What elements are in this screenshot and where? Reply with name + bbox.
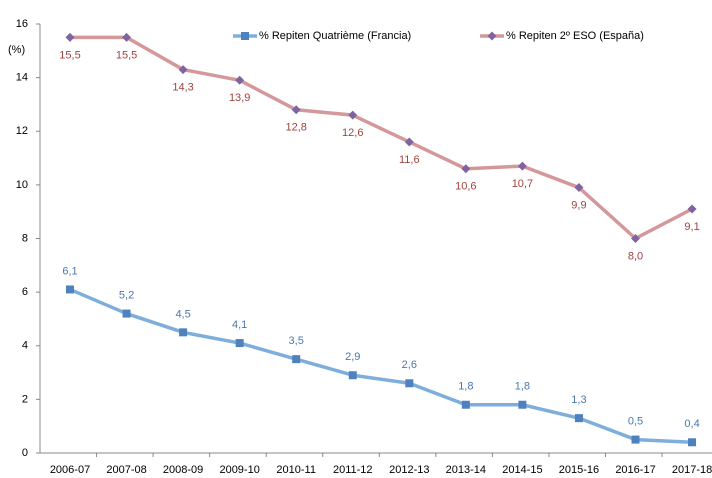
data-label: 12,8	[285, 122, 306, 134]
marker	[405, 379, 414, 388]
y-tick-label: 8	[22, 232, 28, 244]
marker	[688, 438, 697, 447]
series-line	[70, 35, 693, 241]
data-label: 9,1	[684, 221, 699, 233]
marker	[404, 137, 414, 147]
marker	[348, 110, 358, 120]
legend-label: % Repiten 2º ESO (España)	[506, 30, 644, 42]
marker	[574, 183, 584, 193]
x-tick-label: 2014-15	[502, 464, 542, 476]
y-tick-label: 16	[16, 18, 28, 30]
data-label: 4,1	[232, 319, 247, 331]
data-label: 2,9	[345, 351, 360, 363]
x-tick-label: 2015-16	[559, 464, 599, 476]
data-label: 12,6	[342, 127, 363, 139]
y-tick-label: 6	[22, 286, 28, 298]
y-tick-label: 0	[22, 447, 28, 459]
marker	[631, 234, 640, 243]
data-label: 6,1	[62, 265, 77, 277]
data-label: 4,5	[175, 308, 190, 320]
marker	[687, 204, 697, 214]
y-tick-label: 14	[16, 72, 28, 84]
data-label: 15,5	[116, 49, 137, 61]
data-label: 1,8	[515, 381, 530, 393]
data-label: 8,0	[628, 250, 643, 262]
marker	[518, 400, 527, 409]
y-axis-label: (%)	[8, 44, 25, 56]
data-label: 9,9	[571, 199, 586, 211]
marker	[631, 435, 640, 444]
marker	[178, 65, 188, 75]
data-label: 5,2	[119, 289, 134, 301]
marker	[66, 285, 74, 294]
x-tick-label: 2010-11	[276, 464, 316, 476]
x-tick-label: 2017-18	[672, 464, 712, 476]
marker	[487, 31, 497, 41]
marker	[65, 32, 75, 42]
x-tick-label: 2016-17	[615, 464, 655, 476]
x-tick-label: 2009-10	[219, 464, 259, 476]
data-label: 1,3	[571, 394, 586, 406]
marker	[291, 105, 301, 115]
x-tick-label: 2012-13	[389, 464, 429, 476]
x-tick-label: 2013-14	[446, 464, 486, 476]
y-tick-label: 12	[16, 125, 28, 137]
data-label: 3,5	[289, 335, 304, 347]
marker	[122, 32, 132, 42]
data-label: 11,6	[399, 154, 420, 166]
marker	[122, 309, 131, 318]
data-label: 0,5	[628, 416, 643, 428]
marker	[235, 75, 245, 85]
y-tick-label: 2	[22, 393, 28, 405]
data-label: 0,4	[684, 418, 699, 430]
marker	[241, 32, 249, 40]
marker	[179, 328, 188, 337]
marker	[348, 371, 357, 380]
marker	[235, 339, 244, 348]
marker	[461, 164, 471, 174]
marker	[292, 355, 301, 364]
data-label: 13,9	[229, 92, 250, 104]
legend-label: % Repiten Quatrième (Francia)	[259, 30, 411, 42]
data-label: 15,5	[59, 49, 80, 61]
x-tick-label: 2011-12	[333, 464, 373, 476]
marker	[574, 414, 583, 423]
data-label: 14,3	[172, 81, 193, 93]
marker	[517, 161, 527, 171]
data-label: 10,7	[512, 178, 533, 190]
series-line	[69, 287, 693, 445]
y-tick-label: 10	[16, 179, 28, 191]
marker	[461, 400, 470, 409]
x-tick-label: 2006-07	[50, 464, 90, 476]
data-label: 1,8	[458, 381, 473, 393]
data-label: 10,6	[455, 181, 476, 193]
x-tick-label: 2008-09	[163, 464, 203, 476]
x-tick-label: 2007-08	[106, 464, 146, 476]
data-label: 2,6	[402, 359, 417, 371]
y-tick-label: 4	[22, 340, 28, 352]
